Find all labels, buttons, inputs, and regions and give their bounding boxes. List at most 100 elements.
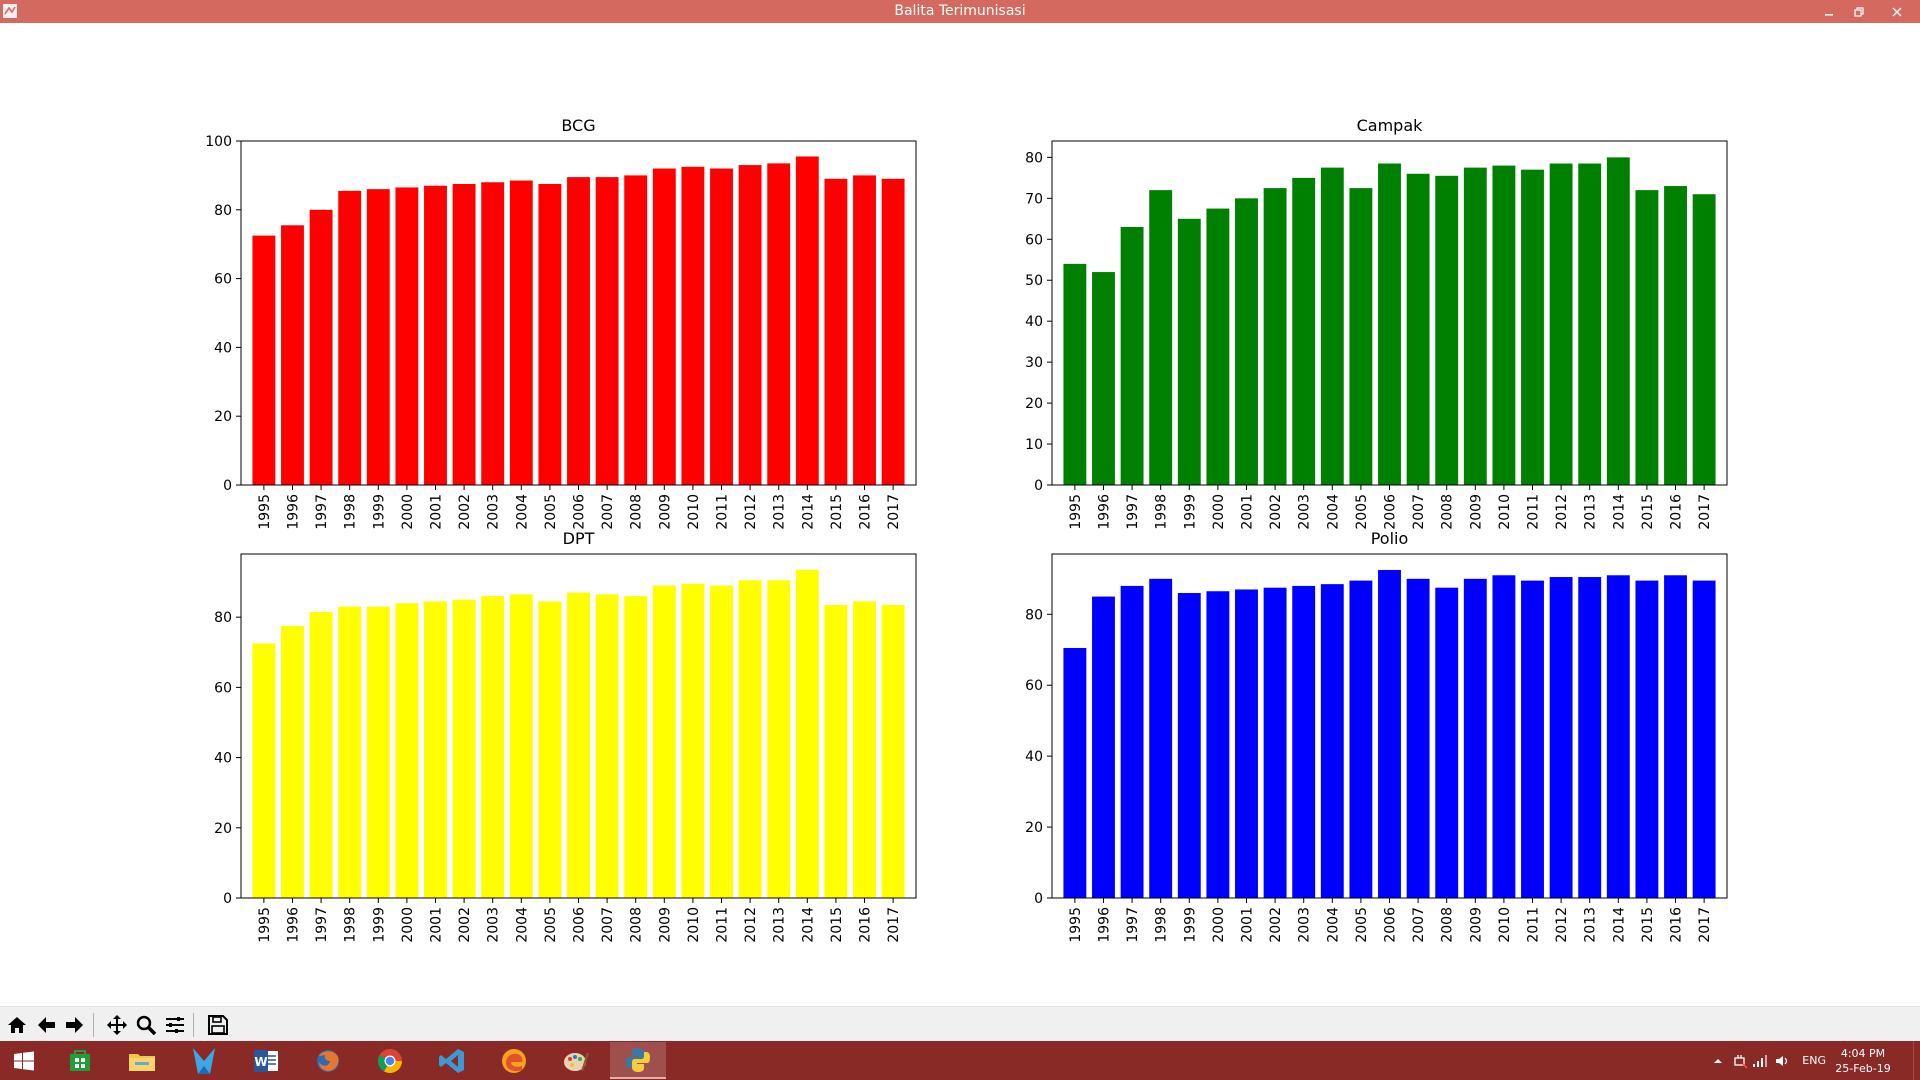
taskbar-python[interactable] — [610, 1042, 666, 1079]
x-tick-label: 1999 — [371, 907, 387, 943]
minimize-button[interactable] — [1814, 0, 1844, 23]
bar-2003 — [1292, 585, 1316, 898]
power-icon[interactable] — [1732, 1053, 1748, 1069]
x-tick-label: 2013 — [1583, 494, 1599, 530]
language-indicator[interactable]: ENG — [1802, 1054, 1826, 1067]
bar-2000 — [395, 187, 419, 485]
bar-1999 — [1177, 593, 1201, 898]
bar-2001 — [424, 185, 447, 485]
x-tick-label: 1996 — [1096, 494, 1112, 530]
x-tick-label: 2007 — [1411, 907, 1427, 943]
x-tick-label: 2002 — [457, 494, 473, 530]
save-icon — [208, 1015, 228, 1035]
bar-2013 — [767, 163, 791, 486]
x-tick-label: 2006 — [1383, 907, 1399, 943]
x-tick-label: 2001 — [428, 907, 444, 943]
start-button[interactable] — [0, 1042, 48, 1079]
tray-overflow-icon[interactable] — [1710, 1053, 1726, 1069]
x-tick-label: 2011 — [715, 907, 731, 943]
pan-button[interactable] — [104, 1012, 130, 1038]
navigation-toolbar — [0, 1006, 1920, 1042]
bar-1995 — [252, 643, 276, 898]
x-tick-label: 2000 — [1211, 494, 1227, 530]
taskbar-edge[interactable] — [486, 1042, 542, 1079]
x-tick-label: 1998 — [343, 494, 359, 530]
zoom-button[interactable] — [133, 1012, 159, 1038]
windows-taskbar: W ENG — [0, 1041, 1920, 1080]
taskbar-paint[interactable] — [548, 1042, 604, 1079]
x-tick-label: 2014 — [800, 907, 816, 943]
x-tick-label: 2006 — [1383, 494, 1399, 530]
x-tick-label: 2011 — [715, 494, 731, 530]
taskbar-vscode[interactable] — [424, 1042, 480, 1079]
pan-icon — [107, 1015, 127, 1035]
restore-button[interactable] — [1844, 0, 1874, 23]
bar-1997 — [1120, 585, 1144, 898]
x-tick-label: 1996 — [285, 494, 301, 530]
x-tick-label: 2000 — [400, 494, 416, 530]
bar-2015 — [1635, 580, 1659, 898]
chart-title: Polio — [1371, 529, 1409, 548]
y-tick-label: 40 — [1025, 314, 1043, 330]
x-tick-label: 2005 — [1354, 907, 1370, 943]
x-tick-label: 2003 — [1297, 907, 1313, 943]
x-tick-label: 2016 — [858, 494, 874, 530]
x-tick-label: 1998 — [1154, 494, 1170, 530]
bar-1997 — [309, 611, 333, 898]
x-tick-label: 1997 — [1125, 494, 1141, 530]
bar-2008 — [1435, 587, 1459, 898]
close-button[interactable] — [1874, 0, 1920, 23]
back-button[interactable] — [33, 1012, 59, 1038]
bar-2004 — [509, 180, 533, 485]
taskbar-word[interactable]: W — [238, 1042, 294, 1079]
close-icon — [1892, 7, 1902, 16]
x-tick-label: 1999 — [371, 494, 387, 530]
x-tick-label: 2000 — [1211, 907, 1227, 943]
x-tick-label: 2009 — [657, 907, 673, 943]
clock[interactable]: 4:04 PM 25-Feb-19 — [1830, 1046, 1896, 1076]
subplots-button[interactable] — [162, 1012, 188, 1038]
bar-2016 — [1664, 186, 1687, 486]
taskbar-kate-editor[interactable] — [176, 1042, 232, 1079]
x-tick-label: 2006 — [572, 494, 588, 530]
bar-2000 — [1206, 208, 1230, 486]
bar-2017 — [1692, 580, 1716, 898]
save-button[interactable] — [205, 1012, 231, 1038]
y-tick-label: 40 — [214, 340, 232, 356]
chart-title: DPT — [563, 529, 595, 548]
bar-1995 — [1063, 647, 1087, 898]
forward-button[interactable] — [62, 1012, 88, 1038]
x-tick-label: 2005 — [543, 494, 559, 530]
bar-1996 — [1092, 596, 1115, 898]
taskbar-file-explorer[interactable] — [114, 1042, 170, 1079]
x-tick-label: 1995 — [257, 907, 273, 943]
x-tick-label: 2015 — [1640, 907, 1656, 943]
x-tick-label: 2012 — [1554, 907, 1570, 943]
taskbar-store[interactable] — [52, 1042, 108, 1079]
x-tick-label: 1999 — [1182, 494, 1198, 530]
word-icon: W — [254, 1049, 278, 1072]
bar-2007 — [1406, 173, 1430, 485]
x-tick-label: 1995 — [257, 494, 273, 530]
bar-1996 — [281, 225, 304, 485]
x-tick-label: 2015 — [1640, 494, 1656, 530]
bar-1996 — [1092, 272, 1115, 485]
show-desktop-button[interactable] — [1913, 1041, 1920, 1080]
x-tick-label: 2010 — [1497, 907, 1513, 943]
x-tick-label: 2001 — [428, 494, 444, 530]
x-tick-label: 1997 — [1125, 907, 1141, 943]
bar-2005 — [538, 184, 562, 485]
clock-date: 25-Feb-19 — [1835, 1062, 1891, 1075]
bar-2002 — [1263, 587, 1287, 898]
bar-2016 — [853, 175, 876, 485]
network-signal-icon[interactable] — [1752, 1053, 1768, 1069]
x-tick-label: 2001 — [1239, 907, 1255, 943]
y-tick-label: 50 — [1025, 273, 1043, 289]
bar-1999 — [1177, 218, 1201, 486]
taskbar-chrome[interactable] — [362, 1042, 418, 1079]
volume-icon[interactable] — [1774, 1053, 1790, 1069]
taskbar-firefox[interactable] — [300, 1042, 356, 1079]
home-button[interactable] — [4, 1012, 30, 1038]
python-figure-icon — [3, 4, 17, 18]
x-tick-label: 2017 — [886, 907, 902, 943]
